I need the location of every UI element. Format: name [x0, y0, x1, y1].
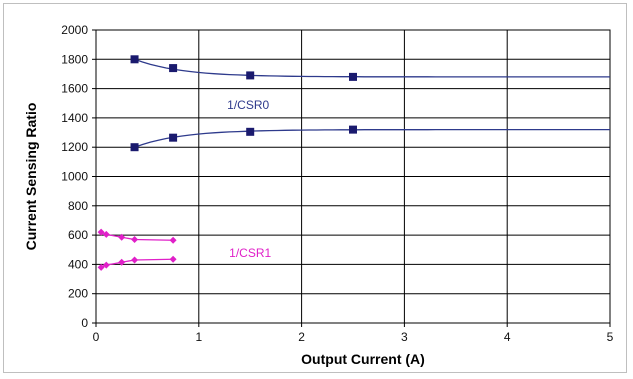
y-axis-title: Current Sensing Ratio	[23, 103, 39, 251]
y-tick-label: 1200	[61, 140, 88, 154]
y-tick-label: 800	[68, 199, 88, 213]
data-point-marker	[130, 143, 139, 152]
series-label-csr0: 1/CSR0	[227, 98, 269, 112]
y-tick-label: 0	[81, 316, 88, 330]
data-point-marker	[246, 127, 255, 136]
data-point-marker	[102, 230, 110, 238]
y-tick-label: 600	[68, 228, 88, 242]
data-point-marker	[169, 64, 178, 73]
y-tick-labels: 0 200 400 600 800 1000 1200 1400 1600 1800 2000	[61, 23, 88, 330]
data-point-marker	[102, 261, 110, 269]
data-point-marker	[349, 125, 357, 134]
x-tick-label: 0	[93, 330, 100, 344]
data-point-marker	[131, 235, 139, 243]
data-point-marker	[169, 236, 177, 244]
x-tick-label: 2	[298, 330, 305, 344]
y-tick-label: 2000	[61, 23, 88, 37]
data-point-marker	[118, 233, 126, 241]
y-tick-label: 1600	[61, 82, 88, 96]
data-point-marker	[118, 258, 126, 266]
data-point-marker	[349, 72, 357, 81]
y-tick-label: 1800	[61, 52, 88, 66]
data-point-marker	[169, 133, 178, 142]
x-tick-label: 4	[504, 330, 511, 344]
data-point-marker	[246, 71, 255, 80]
data-point-marker	[97, 228, 105, 236]
data-point-marker	[131, 256, 139, 264]
x-tick-label: 5	[607, 330, 614, 344]
data-point-marker	[97, 263, 105, 271]
series-label-csr1: 1/CSR1	[229, 246, 271, 260]
data-point-marker	[130, 55, 139, 64]
x-axis-title: Output Current (A)	[301, 351, 425, 367]
x-tick-labels: 0 1 2 3 4 5	[93, 330, 614, 344]
y-tick-label: 200	[68, 287, 88, 301]
series-layer	[97, 55, 610, 271]
series-line	[134, 58, 610, 78]
x-tick-label: 1	[195, 330, 202, 344]
data-point-marker	[169, 255, 177, 263]
y-tick-label: 1400	[61, 111, 88, 125]
series-line	[134, 128, 610, 148]
y-tick-label: 400	[68, 257, 88, 271]
y-tick-label: 1000	[61, 170, 88, 184]
x-tick-label: 3	[401, 330, 408, 344]
